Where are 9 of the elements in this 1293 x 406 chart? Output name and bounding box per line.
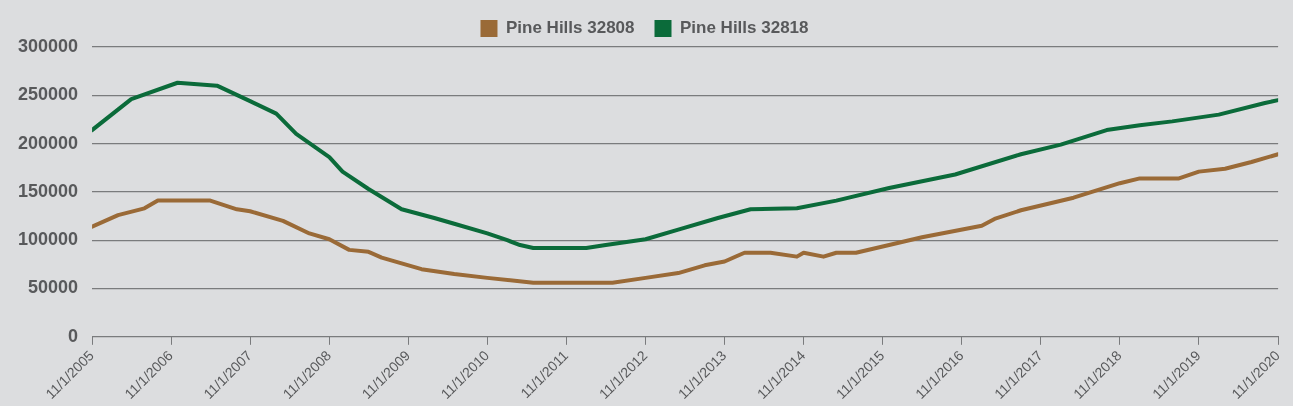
y-tick-label: 100000 [17, 229, 79, 250]
y-tick-label: 50000 [28, 277, 79, 298]
y-tick-label: 150000 [17, 180, 79, 201]
y-tick-label: 250000 [17, 84, 79, 105]
legend-label: Pine Hills 32818 [680, 18, 809, 38]
y-tick-label: 300000 [17, 35, 79, 56]
y-tick-label: 0 [68, 325, 79, 346]
y-tick-label: 200000 [17, 132, 79, 153]
legend-label: Pine Hills 32808 [505, 18, 635, 38]
